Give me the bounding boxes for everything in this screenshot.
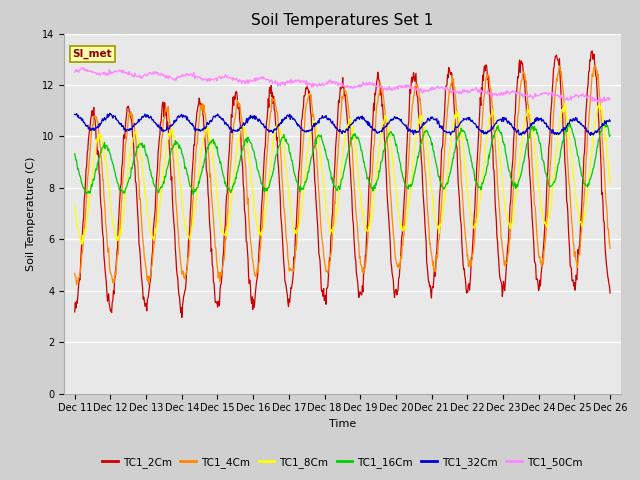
TC1_32Cm — [106, 110, 114, 116]
TC1_8Cm — [534, 171, 541, 177]
TC1_16Cm — [189, 192, 197, 197]
TC1_16Cm — [566, 120, 573, 126]
TC1_2Cm — [475, 133, 483, 139]
Text: SI_met: SI_met — [72, 49, 112, 59]
TC1_16Cm — [71, 151, 79, 156]
TC1_4Cm — [591, 62, 599, 68]
TC1_16Cm — [475, 185, 483, 191]
TC1_2Cm — [588, 48, 596, 54]
TC1_8Cm — [130, 134, 138, 140]
TC1_32Cm — [475, 127, 483, 132]
TC1_4Cm — [211, 234, 218, 240]
TC1_16Cm — [300, 183, 308, 189]
TC1_2Cm — [452, 143, 460, 148]
TC1_32Cm — [300, 128, 308, 133]
Line: TC1_16Cm: TC1_16Cm — [75, 123, 610, 194]
TC1_8Cm — [211, 169, 218, 175]
Legend: TC1_2Cm, TC1_4Cm, TC1_8Cm, TC1_16Cm, TC1_32Cm, TC1_50Cm: TC1_2Cm, TC1_4Cm, TC1_8Cm, TC1_16Cm, TC1… — [98, 453, 587, 472]
TC1_32Cm — [534, 115, 541, 120]
TC1_32Cm — [71, 111, 79, 117]
TC1_50Cm — [300, 79, 308, 84]
TC1_32Cm — [130, 124, 138, 130]
TC1_2Cm — [534, 276, 541, 282]
TC1_2Cm — [71, 309, 79, 315]
TC1_16Cm — [534, 130, 541, 136]
TC1_32Cm — [606, 119, 614, 124]
TC1_16Cm — [452, 139, 460, 144]
TC1_2Cm — [129, 139, 137, 144]
TC1_2Cm — [606, 290, 614, 296]
TC1_4Cm — [71, 270, 79, 276]
TC1_2Cm — [178, 314, 186, 320]
TC1_4Cm — [534, 238, 541, 244]
TC1_8Cm — [606, 181, 614, 187]
TC1_32Cm — [452, 124, 460, 130]
TC1_16Cm — [129, 160, 137, 166]
Line: TC1_4Cm: TC1_4Cm — [75, 65, 610, 285]
TC1_16Cm — [211, 139, 218, 145]
TC1_50Cm — [79, 65, 87, 71]
Line: TC1_8Cm: TC1_8Cm — [75, 103, 610, 244]
Line: TC1_2Cm: TC1_2Cm — [75, 51, 610, 317]
TC1_8Cm — [596, 100, 604, 106]
X-axis label: Time: Time — [329, 419, 356, 429]
TC1_8Cm — [78, 241, 86, 247]
TC1_8Cm — [452, 108, 460, 114]
TC1_4Cm — [475, 172, 483, 178]
TC1_50Cm — [211, 77, 218, 83]
TC1_4Cm — [130, 120, 138, 126]
TC1_4Cm — [300, 130, 308, 135]
TC1_4Cm — [606, 245, 614, 251]
TC1_50Cm — [475, 86, 483, 92]
Title: Soil Temperatures Set 1: Soil Temperatures Set 1 — [252, 13, 433, 28]
TC1_50Cm — [130, 73, 138, 79]
TC1_16Cm — [606, 132, 614, 138]
TC1_2Cm — [300, 93, 308, 99]
TC1_50Cm — [534, 93, 541, 98]
TC1_50Cm — [606, 96, 614, 101]
TC1_32Cm — [211, 113, 218, 119]
TC1_8Cm — [71, 203, 79, 208]
TC1_8Cm — [300, 184, 308, 190]
TC1_32Cm — [587, 132, 595, 138]
TC1_50Cm — [452, 90, 460, 96]
TC1_2Cm — [211, 290, 218, 296]
Line: TC1_50Cm: TC1_50Cm — [75, 68, 610, 102]
TC1_8Cm — [475, 209, 483, 215]
TC1_50Cm — [71, 70, 79, 75]
Y-axis label: Soil Temperature (C): Soil Temperature (C) — [26, 156, 36, 271]
TC1_4Cm — [73, 282, 81, 288]
TC1_4Cm — [452, 107, 460, 113]
Line: TC1_32Cm: TC1_32Cm — [75, 113, 610, 135]
TC1_50Cm — [595, 99, 602, 105]
